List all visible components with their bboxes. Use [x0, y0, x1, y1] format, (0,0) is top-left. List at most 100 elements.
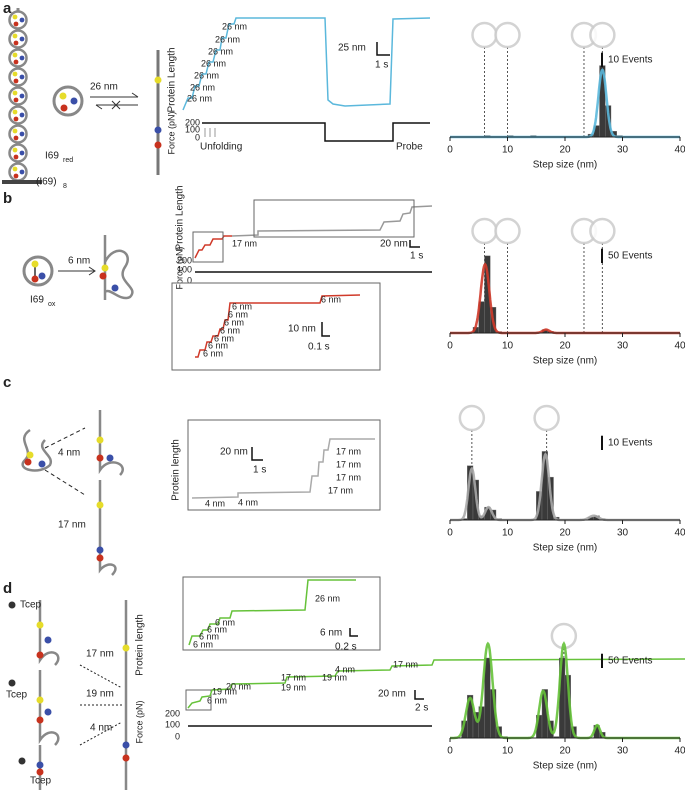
ball	[19, 36, 25, 42]
ball	[12, 14, 18, 20]
scale-bar-label: 10 Events	[608, 438, 652, 449]
arrow-label: 17 nm	[86, 649, 114, 660]
step-label: 26 nm	[215, 34, 240, 44]
x-tick-label: 20	[559, 145, 571, 156]
reagent-label: Tcep	[6, 690, 28, 701]
step-label: 6 nm	[224, 317, 244, 327]
x-axis-label: Step size (nm)	[533, 160, 597, 171]
arrows	[79, 664, 123, 746]
step-label: 6 nm	[215, 617, 235, 627]
x-tick-label: 40	[674, 145, 685, 156]
x-tick-label: 40	[674, 528, 685, 539]
ball	[12, 128, 18, 134]
panel-label: a	[3, 0, 12, 17]
step-label: 20 nm	[226, 681, 251, 691]
scale-label: 0.2 s	[335, 642, 357, 653]
scale-label: 10 nm	[288, 324, 316, 335]
step-label: 6 nm	[232, 301, 252, 311]
ball	[19, 131, 25, 137]
length-trace	[194, 235, 232, 259]
protein-diagram	[21, 410, 124, 576]
step-label: 19 nm	[212, 686, 237, 696]
reference-icon	[589, 21, 616, 49]
arrow-label: 6 nm	[68, 256, 90, 267]
state-label: I69	[30, 295, 44, 306]
scale-label: 20 nm	[378, 689, 406, 700]
x-tick-label: 20	[559, 341, 571, 352]
force-tick: 100	[185, 124, 200, 134]
scale-bar-label: 50 Events	[608, 251, 652, 262]
scale-label: 0.1 s	[308, 342, 330, 353]
ball	[19, 55, 25, 61]
x-tick-label: 10	[502, 341, 514, 352]
arrow-label: 19 nm	[86, 689, 114, 700]
unfolded-protein	[103, 235, 134, 300]
phase-label: Probe	[396, 142, 423, 153]
ball	[13, 78, 19, 84]
ball	[19, 74, 25, 80]
x-tick-label: 10	[502, 145, 514, 156]
force-label: Force (pN)	[174, 246, 184, 289]
ball	[12, 90, 18, 96]
chain-diagram	[2, 8, 42, 184]
inset-box	[171, 282, 381, 371]
y-label: Protein length	[135, 614, 146, 676]
reference-icon	[494, 21, 521, 49]
x-tick-label: 30	[617, 145, 629, 156]
state-icon	[22, 255, 54, 287]
scale-label: 1 s	[410, 251, 423, 262]
x-axis-label: Step size (nm)	[533, 543, 597, 554]
scale-bar	[414, 690, 424, 700]
panel-label: b	[3, 190, 12, 207]
arrow	[58, 266, 96, 276]
step-label: 26 nm	[194, 70, 219, 80]
reagent-label: Tcep	[30, 776, 52, 787]
inset-trace	[195, 294, 361, 358]
x-tick-label: 20	[559, 528, 571, 539]
length-trace	[231, 205, 433, 237]
step-label: 19 nm	[322, 672, 347, 682]
ball	[19, 17, 25, 23]
reference-icon	[471, 217, 498, 245]
scale-bar	[409, 240, 420, 248]
x-tick-label: 0	[447, 341, 453, 352]
ball	[12, 33, 18, 39]
step-label: 17 nm	[281, 672, 306, 682]
phase-label: Unfolding	[200, 142, 242, 153]
step-label: 6 nm	[214, 333, 234, 343]
scale-label: 1 s	[253, 465, 266, 476]
x-tick-label: 40	[674, 746, 685, 757]
ball	[12, 52, 18, 58]
step-label: 26 nm	[208, 46, 233, 56]
scale-bar-label: 50 Events	[608, 656, 652, 667]
step-label: 26 nm	[315, 593, 340, 603]
x-tick-label: 0	[447, 746, 453, 757]
ball	[13, 173, 19, 179]
chain-sub: 8	[63, 183, 67, 190]
arrow-label: 26 nm	[90, 82, 118, 93]
step-label: 17 nm	[336, 446, 361, 456]
state-sub: red	[63, 157, 73, 164]
scale-label: 25 nm	[338, 43, 366, 54]
force-tick: 100	[177, 264, 192, 274]
step-label: 6 nm	[199, 631, 219, 641]
inset-trace	[188, 579, 356, 646]
scale-bar	[251, 447, 263, 461]
x-tick-label: 40	[674, 341, 685, 352]
trace-box	[187, 419, 381, 511]
ball	[13, 135, 19, 141]
reagent-label: Tcep	[20, 600, 42, 611]
reference-icon	[589, 217, 616, 245]
reference-icon	[458, 404, 486, 432]
zoom-box	[253, 199, 415, 238]
arrow-label: 4 nm	[90, 723, 112, 734]
step-label: 6 nm	[321, 294, 341, 304]
arrows	[90, 92, 139, 110]
step-label: 6 nm	[207, 624, 227, 634]
inset-box	[182, 576, 381, 651]
force-tick: 0	[195, 132, 200, 142]
scale-bar	[376, 42, 390, 56]
step-label: 6 nm	[220, 325, 240, 335]
arrows	[44, 427, 86, 496]
